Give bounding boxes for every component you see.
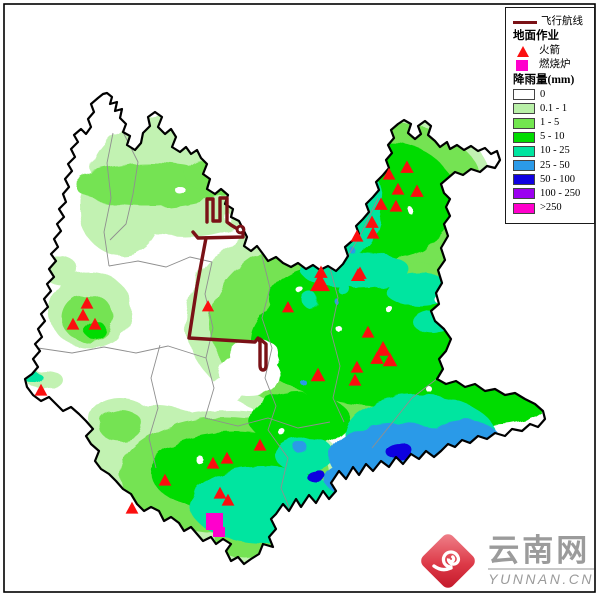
rocket-marker — [220, 451, 234, 464]
rocket-marker — [353, 266, 367, 279]
flight-route-line-sample — [513, 20, 537, 24]
scale-swatch — [513, 202, 535, 214]
rocket-marker — [76, 308, 90, 321]
scale-label: 0.1 - 1 — [540, 102, 568, 114]
legend-scale-row: 0 — [513, 88, 589, 102]
legend-scale-row: 10 - 25 — [513, 144, 589, 158]
rocket-marker — [253, 438, 267, 451]
furnace-marker — [213, 527, 225, 537]
legend-scale-row: 5 - 10 — [513, 130, 589, 144]
rocket-marker — [310, 367, 326, 382]
rocket-marker — [382, 167, 396, 180]
legend-scale-row: 25 - 50 — [513, 159, 589, 173]
legend-rainfall-header: 降雨量(mm) — [513, 73, 575, 86]
legend: 飞行航线 地面作业 火箭 燃烧炉 降雨量(mm) 0 0.1 - 1 1 - 5 5 … — [505, 7, 595, 224]
logo-subtitle: YUNNAN.CN — [488, 567, 594, 587]
flight-route — [187, 196, 268, 372]
rocket-marker — [374, 197, 388, 210]
rocket-marker — [389, 199, 403, 212]
legend-scale-row: 100 - 250 — [513, 187, 589, 201]
scale-label: 25 - 50 — [540, 159, 570, 171]
rocket-markers — [34, 160, 424, 514]
rocket-marker — [213, 486, 227, 499]
scale-label: 1 - 5 — [540, 117, 560, 129]
legend-flight-route: 飞行航线 — [513, 15, 589, 29]
flight-route-main — [187, 236, 268, 372]
scale-label: 10 - 25 — [540, 145, 570, 157]
flight-route-cross — [191, 230, 245, 240]
flight-route-loop-small — [235, 224, 246, 235]
rocket-icon — [516, 45, 529, 57]
furnace-icon — [516, 59, 528, 71]
rocket-marker — [361, 325, 375, 338]
legend-scale-row: 50 - 100 — [513, 173, 589, 187]
rocket-label: 火箭 — [539, 45, 560, 57]
scale-swatch — [513, 117, 535, 129]
legend-scale-row: >250 — [513, 201, 589, 215]
scale-swatch — [513, 89, 535, 101]
rocket-marker — [365, 215, 379, 228]
scale-label: 50 - 100 — [540, 173, 575, 185]
logo-title: 云南网 — [488, 532, 591, 568]
legend-rocket: 火箭 — [513, 44, 589, 58]
rocket-marker — [391, 182, 405, 195]
rocket-marker — [350, 229, 364, 242]
rocket-marker — [400, 160, 414, 173]
furnace-marker — [206, 513, 223, 530]
rocket-marker — [375, 341, 391, 356]
scale-swatch — [513, 103, 535, 115]
rocket-marker — [201, 300, 215, 312]
rocket-marker — [281, 301, 295, 313]
scale-swatch — [513, 188, 535, 200]
scale-label: 100 - 250 — [540, 187, 581, 199]
rocket-marker — [310, 272, 330, 292]
legend-furnace: 燃烧炉 — [513, 58, 589, 72]
furnace-markers — [206, 513, 225, 537]
legend-scale: 0 0.1 - 1 1 - 5 5 - 10 10 - 25 25 - 50 50 - 10… — [513, 88, 589, 216]
legend-ground-ops-header: 地面作业 — [513, 30, 559, 43]
flight-route-label: 飞行航线 — [541, 16, 583, 28]
rocket-marker — [382, 352, 398, 367]
rocket-marker — [314, 265, 328, 278]
legend-scale-row: 0.1 - 1 — [513, 102, 589, 116]
scale-swatch — [513, 174, 535, 186]
rocket-marker — [221, 493, 235, 506]
rocket-marker — [410, 184, 424, 197]
yunnan-net-logo: 云南网 YUNNAN.CN — [416, 530, 594, 592]
scale-swatch — [513, 160, 535, 172]
scale-label: 0 — [540, 88, 546, 100]
rocket-marker — [348, 373, 362, 386]
prefecture-borders — [37, 131, 439, 513]
rocket-marker — [366, 226, 380, 239]
rocket-marker — [34, 383, 48, 396]
rocket-marker — [158, 473, 172, 486]
rocket-marker — [370, 351, 384, 364]
rocket-marker — [80, 296, 94, 309]
scale-swatch — [513, 145, 535, 157]
scale-swatch — [513, 131, 535, 143]
furnace-label: 燃烧炉 — [539, 59, 571, 71]
scale-label: >250 — [540, 202, 562, 214]
map-frame — [3, 3, 596, 593]
rocket-marker — [66, 317, 80, 330]
rocket-marker — [125, 501, 139, 514]
cloud-diamond-icon — [421, 534, 476, 588]
rocket-marker — [88, 317, 102, 330]
flight-route-wave — [205, 196, 238, 230]
scale-label: 5 - 10 — [540, 131, 565, 143]
rocket-marker — [350, 360, 364, 373]
legend-scale-row: 1 - 5 — [513, 116, 589, 130]
rocket-marker — [206, 456, 220, 469]
